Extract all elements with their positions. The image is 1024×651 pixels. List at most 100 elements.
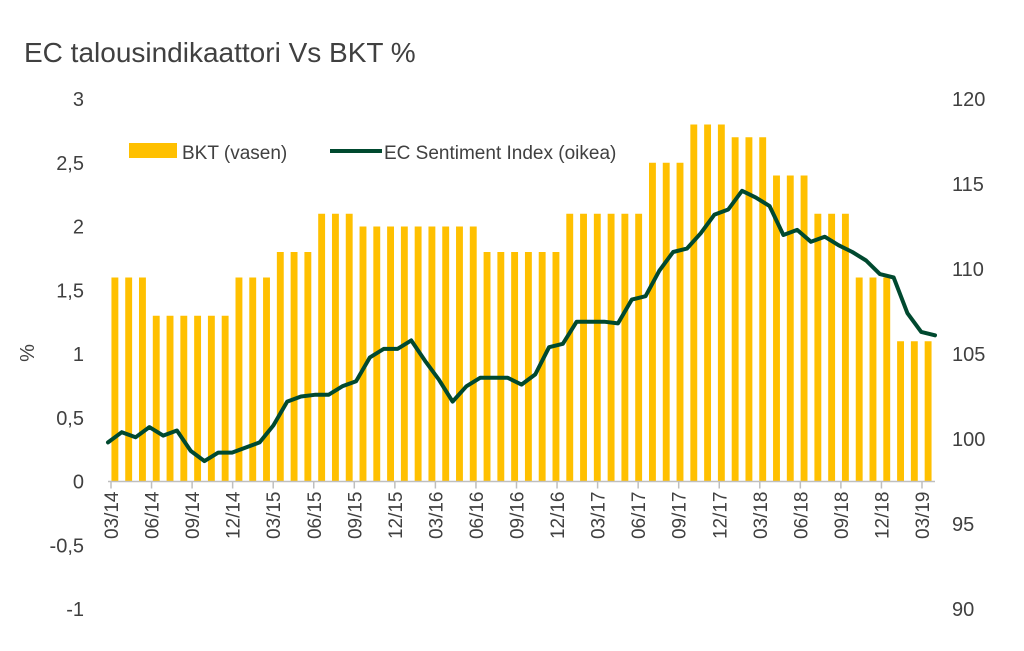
x-tick-label: 12/17 — [710, 492, 731, 540]
bkt-bar — [690, 124, 698, 482]
x-tick-label: 06/14 — [143, 491, 164, 539]
bkt-bar — [635, 213, 643, 482]
bkt-bar — [111, 277, 119, 482]
bkt-bar — [263, 277, 270, 482]
bkt-bar — [731, 137, 739, 482]
x-axis: 03/14 06/14 09/14 12/14 03/15 06/15 09/15 12/15… — [102, 480, 935, 540]
right-tick-label: 120 — [952, 89, 985, 111]
bkt-bar — [359, 226, 367, 482]
bkt-bar — [318, 213, 326, 482]
ec-sentiment-line — [106, 188, 937, 464]
left-tick-label: -0,5 — [50, 535, 84, 557]
bkt-bar — [125, 277, 133, 482]
bkt-bar — [786, 175, 794, 482]
bkt-bar — [497, 252, 505, 482]
right-tick-label: 110 — [952, 259, 984, 281]
left-tick-label: 2,5 — [56, 153, 84, 175]
x-tick-label: 09/14 — [183, 491, 204, 539]
x-tick-label: 03/18 — [751, 492, 772, 540]
bkt-bar — [249, 277, 257, 482]
chart-title: EC talousindikaattori Vs BKT % — [24, 37, 416, 68]
left-tick-label: 0,5 — [56, 408, 84, 430]
x-tick-label: 03/15 — [264, 492, 285, 540]
left-axis: -1 -0,5 0 0,5 1 1,5 2 2,5 3 — [50, 89, 84, 621]
bkt-bar — [745, 137, 753, 482]
x-tick-label: 09/17 — [670, 492, 691, 540]
x-tick-label: 12/16 — [548, 492, 569, 540]
bkt-bar — [331, 213, 339, 482]
bkt-bar — [483, 252, 491, 482]
legend: BKT (vasen) EC Sentiment Index (oikea) — [129, 143, 616, 164]
legend-label-ec-sentiment: EC Sentiment Index (oikea) — [384, 143, 616, 164]
bkt-bar — [717, 124, 725, 482]
y-axis-label: % — [17, 344, 39, 362]
bkt-bar — [221, 315, 229, 482]
bkt-bar — [841, 213, 849, 482]
x-tick-label: 09/16 — [508, 492, 529, 540]
bkt-bar — [828, 213, 836, 482]
bkt-bar — [345, 213, 353, 482]
legend-label-bkt: BKT (vasen) — [182, 143, 287, 164]
left-tick-label: 3 — [73, 89, 84, 111]
bkt-bar — [566, 213, 574, 482]
right-tick-label: 95 — [952, 514, 974, 536]
x-tick-label: 12/18 — [872, 492, 893, 540]
bkt-bar — [290, 252, 298, 482]
bkt-bar — [166, 315, 174, 482]
bkt-bar — [924, 341, 932, 482]
bkt-bar — [152, 315, 160, 482]
bkt-bar — [304, 252, 312, 482]
bkt-bar — [511, 252, 519, 482]
x-tick-label: 03/16 — [426, 492, 447, 540]
bkt-bar — [773, 175, 780, 482]
right-tick-label: 105 — [952, 344, 985, 366]
bkt-bar — [676, 162, 684, 482]
bkt-bar — [194, 315, 202, 482]
bkt-bar — [704, 124, 712, 482]
x-tick-label: 06/16 — [467, 492, 488, 540]
bkt-bar — [883, 277, 891, 482]
x-tick-label: 09/15 — [345, 492, 366, 540]
right-tick-label: 90 — [952, 599, 974, 621]
x-tick-label: 12/15 — [386, 492, 407, 540]
left-tick-label: 2 — [73, 217, 84, 239]
legend-swatch-bkt — [129, 143, 177, 158]
bkt-bar — [580, 213, 587, 482]
x-tick-label: 09/18 — [832, 492, 853, 540]
bar-series — [111, 124, 932, 482]
right-tick-label: 100 — [952, 429, 985, 451]
x-tick-label: 12/14 — [224, 491, 245, 539]
bkt-bar — [538, 252, 546, 482]
x-tick-label: 06/18 — [791, 492, 812, 540]
x-tick-label: 03/17 — [589, 492, 610, 540]
left-tick-label: -1 — [66, 599, 84, 621]
bkt-bar — [759, 137, 767, 482]
bkt-bar — [649, 162, 656, 482]
bkt-bar — [814, 213, 822, 482]
bkt-bar — [910, 341, 918, 482]
right-tick-label: 115 — [952, 174, 984, 196]
left-tick-label: 1 — [73, 344, 84, 366]
bkt-bar — [442, 226, 450, 482]
x-tick-label: 03/19 — [913, 492, 934, 540]
bkt-bar — [139, 277, 146, 482]
bkt-bar — [800, 175, 808, 482]
bkt-bar — [456, 226, 463, 482]
line-series — [106, 188, 937, 464]
bkt-bar — [524, 252, 532, 482]
bkt-bar — [400, 226, 408, 482]
bkt-bar — [552, 252, 560, 482]
bkt-bar — [235, 277, 243, 482]
bkt-bar — [469, 226, 477, 482]
bkt-bar — [276, 252, 284, 482]
bkt-bar — [428, 226, 436, 482]
bkt-bar — [607, 213, 615, 482]
bkt-bar — [869, 277, 877, 482]
bkt-bar — [855, 277, 863, 482]
right-axis: 90 95 100 105 110 115 120 — [952, 89, 985, 621]
left-tick-label: 1,5 — [56, 280, 84, 302]
bkt-bar — [621, 213, 629, 482]
bkt-bar — [593, 213, 601, 482]
x-tick-label: 06/17 — [629, 492, 650, 540]
